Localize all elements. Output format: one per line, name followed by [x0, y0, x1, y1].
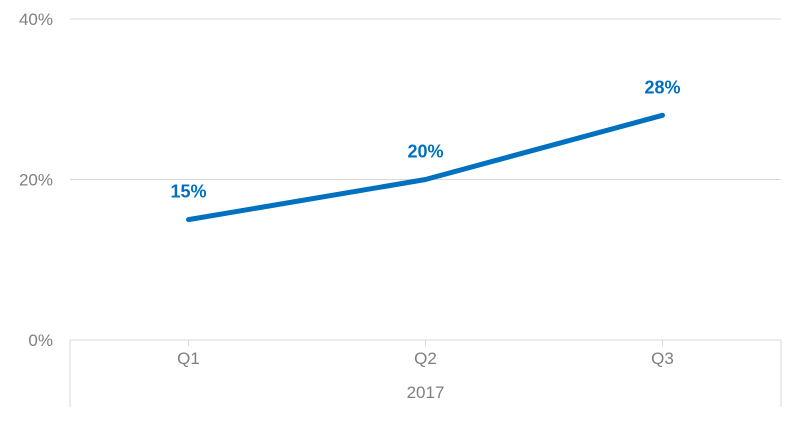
y-tick-label: 40% — [19, 10, 53, 29]
data-label: 28% — [644, 77, 680, 97]
x-tick-label: Q2 — [414, 349, 437, 368]
x-axis-ticks: Q1 Q2 Q3 2017 — [177, 349, 674, 402]
y-axis-ticks: 0% 20% 40% — [19, 10, 53, 350]
y-tick-label: 20% — [19, 171, 53, 190]
x-group-label: 2017 — [407, 383, 445, 402]
y-tick-label: 0% — [28, 331, 53, 350]
x-tick-label: Q3 — [651, 349, 674, 368]
x-tick-label: Q1 — [177, 349, 200, 368]
data-label: 20% — [407, 142, 443, 162]
x-axis — [69, 339, 782, 407]
data-labels: 15% 20% 28% — [170, 77, 680, 201]
data-label: 15% — [170, 182, 206, 202]
series-line — [186, 112, 665, 223]
series-lines — [186, 112, 665, 223]
